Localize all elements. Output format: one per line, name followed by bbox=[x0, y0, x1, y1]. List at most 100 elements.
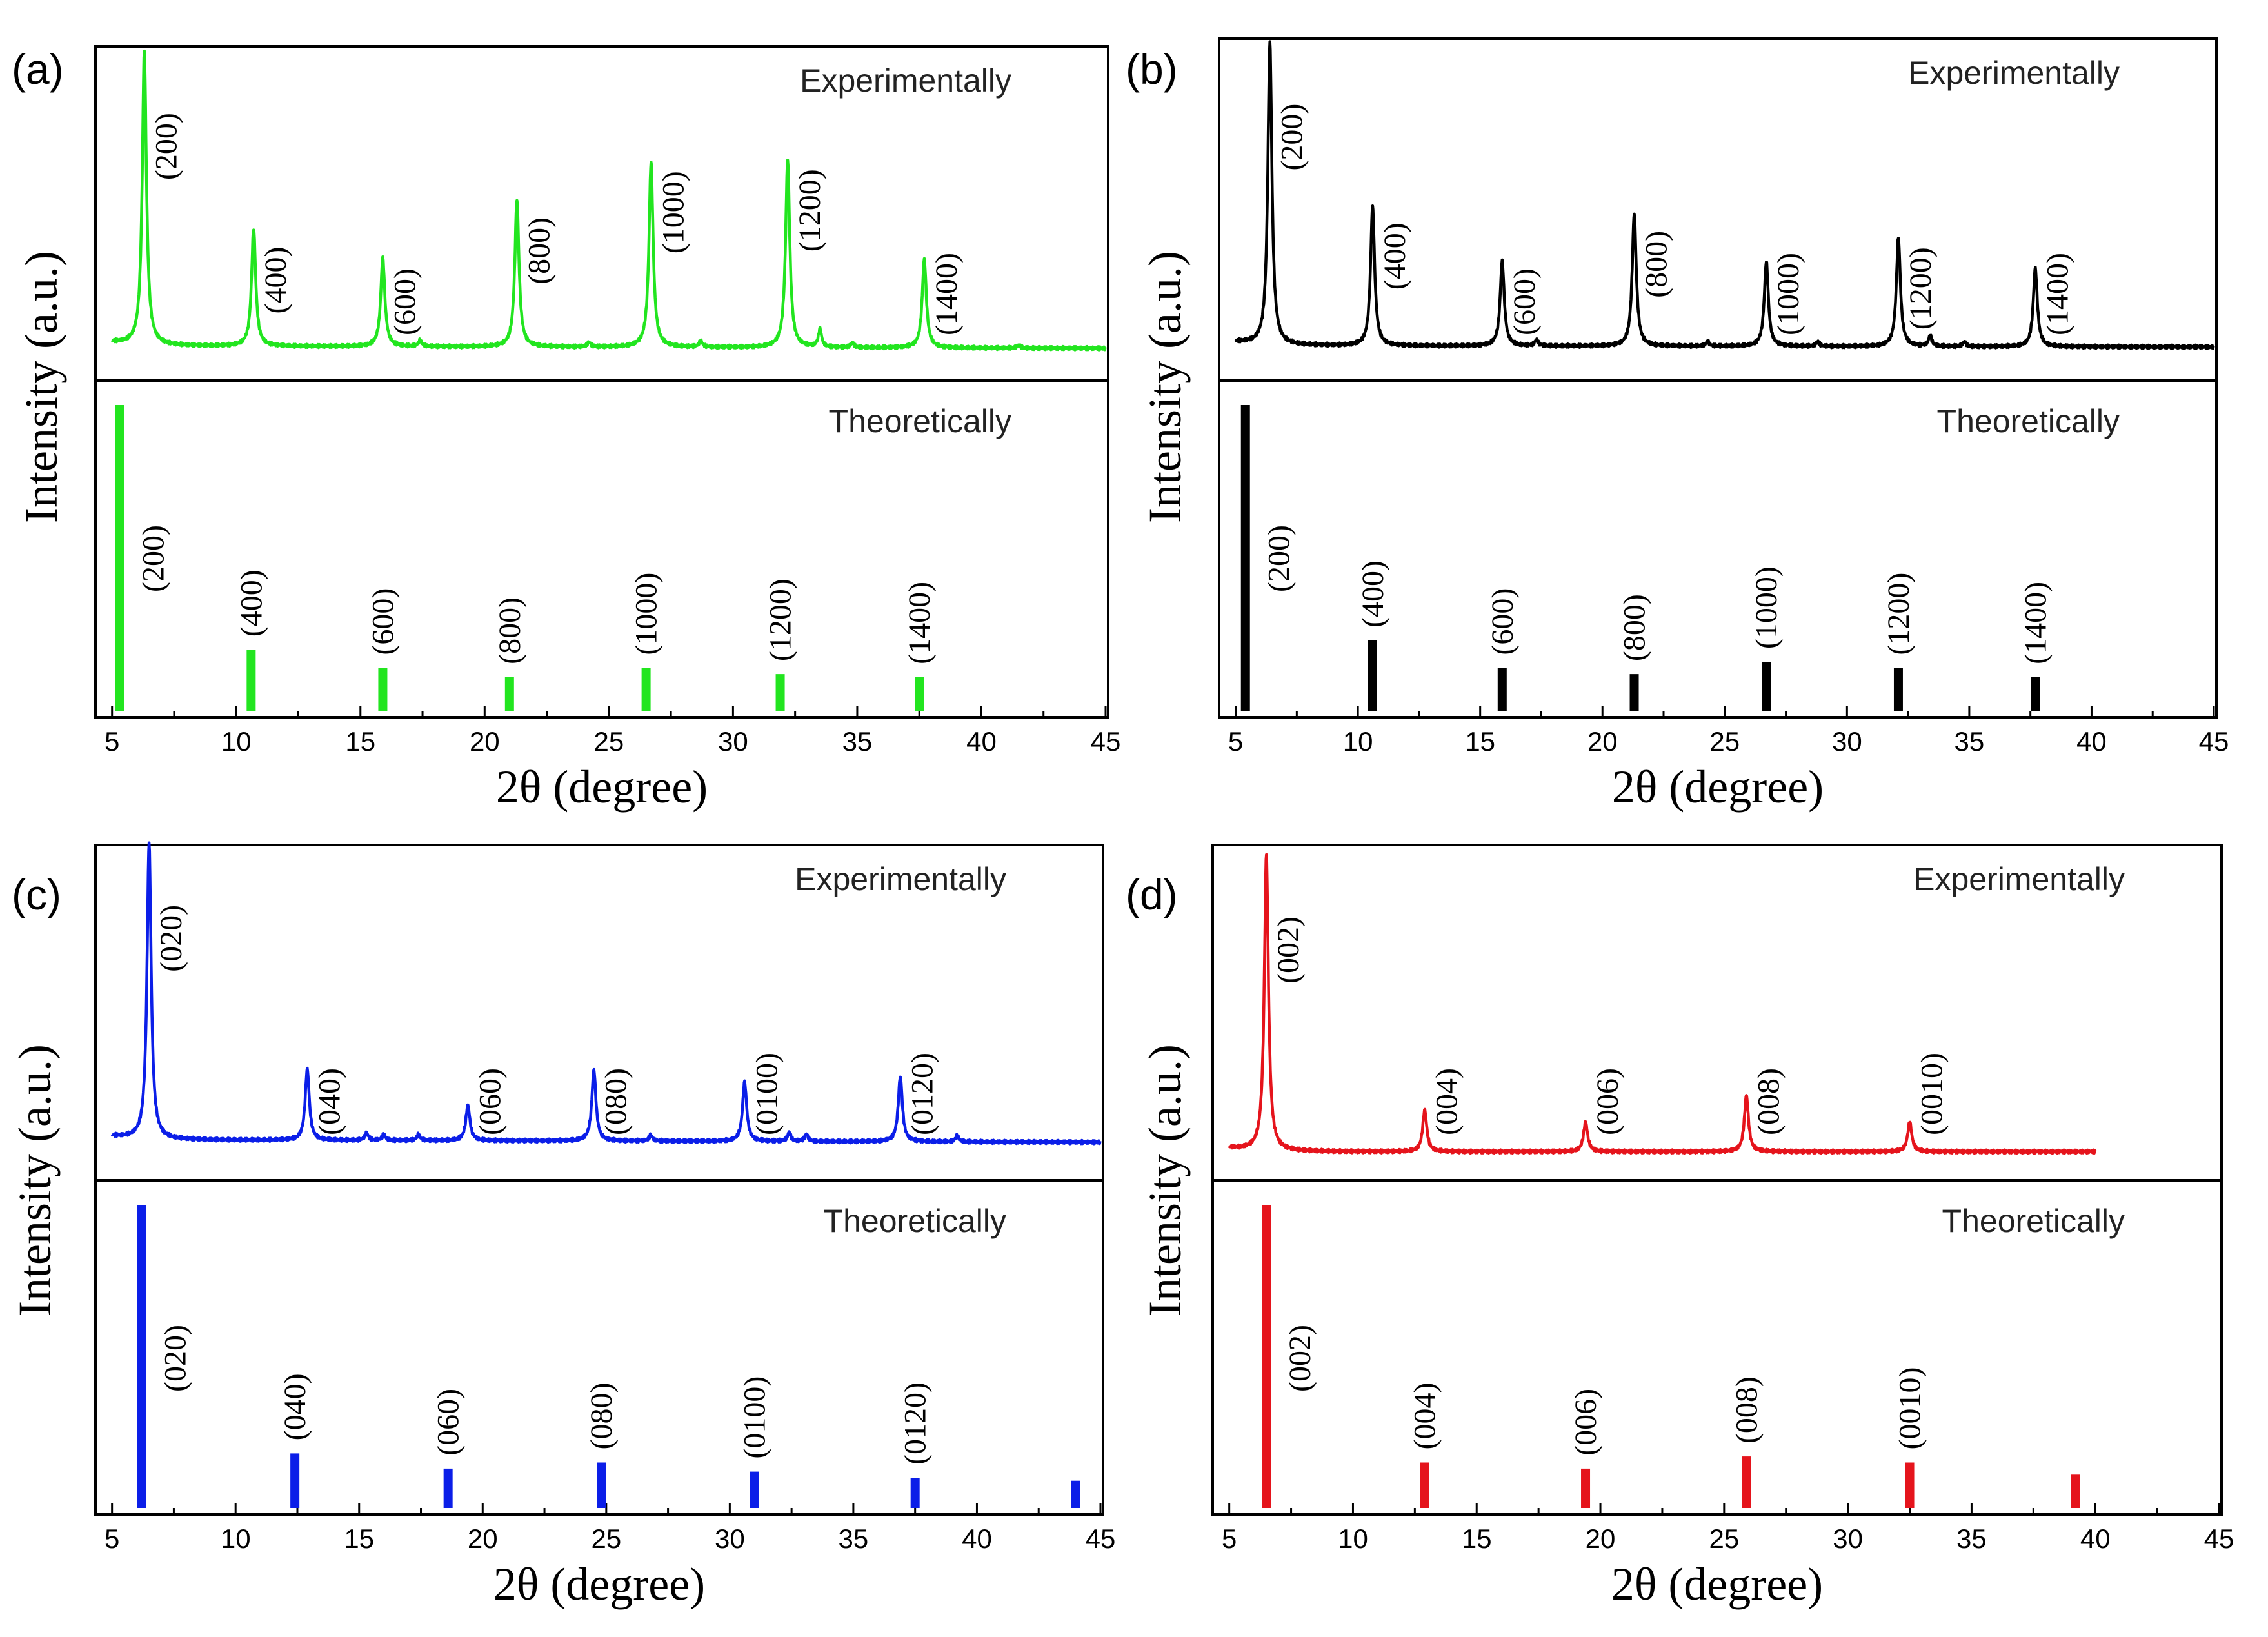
panel-a-x-tick-label: 10 bbox=[221, 726, 252, 757]
panel-b-x-tick-label: 20 bbox=[1587, 726, 1618, 757]
panel-d-theoretical-bar bbox=[2071, 1474, 2080, 1508]
panel-a-y-axis-title: Intensity (a.u.) bbox=[15, 251, 67, 523]
panel-c-experimental-hkl-label: (080) bbox=[599, 1068, 633, 1135]
panel-b-theoretical-hkl-label: (800) bbox=[1618, 594, 1652, 661]
panel-c-theoretical-bar bbox=[443, 1468, 453, 1508]
panel-d-theoretical-bar bbox=[1262, 1205, 1271, 1508]
panel-a-x-tick-label: 45 bbox=[1091, 726, 1121, 757]
panel-b-y-axis-title: Intensity (a.u.) bbox=[1139, 251, 1191, 523]
panel-c-x-tick-label: 30 bbox=[715, 1523, 745, 1554]
panel-c-x-tick-label: 15 bbox=[344, 1523, 374, 1554]
panel-c-x-axis-title: 2θ (degree) bbox=[493, 1558, 705, 1610]
panel-a-x-tick-label: 15 bbox=[345, 726, 375, 757]
panel-b-x-tick-label: 35 bbox=[1955, 726, 1985, 757]
panel-a-x-tick-label: 5 bbox=[104, 726, 119, 757]
panel-c-experimental-hkl-label: (040) bbox=[312, 1068, 346, 1135]
panel-d-theoretical-hkl-label: (008) bbox=[1729, 1376, 1764, 1444]
panel-d-experimental-hkl-label: (0010) bbox=[1915, 1053, 1949, 1135]
panel-d-experimental-hkl-label: (006) bbox=[1591, 1068, 1625, 1135]
panel-b-x-axis-title: 2θ (degree) bbox=[1612, 761, 1824, 813]
panel-a-x-tick-label: 35 bbox=[842, 726, 873, 757]
panel-a-theoretical-bar bbox=[915, 677, 924, 711]
panel-d-theoretical-hkl-label: (006) bbox=[1569, 1389, 1603, 1456]
panel-a-theoretical-label: Theoretically bbox=[829, 403, 1011, 439]
panel-b-x-tick-label: 15 bbox=[1465, 726, 1495, 757]
panel-d-experimental-line bbox=[1228, 853, 2097, 1155]
panel-b-theoretical-bar bbox=[1240, 405, 1250, 711]
panel-d-x-tick-label: 35 bbox=[1956, 1523, 1987, 1554]
panel-b-experimental-hkl-label: (400) bbox=[1378, 223, 1412, 290]
panel-b-theoretical-bar bbox=[1497, 668, 1507, 711]
panel-c-x-tick-label: 35 bbox=[839, 1523, 869, 1554]
panel-c-experimental-hkl-label: (0120) bbox=[906, 1053, 940, 1135]
panel-d-x-tick-label: 5 bbox=[1222, 1523, 1237, 1554]
panel-a-theoretical-bar bbox=[504, 677, 514, 711]
panel-c-experimental-hkl-label: (020) bbox=[154, 905, 188, 972]
panel-b-x-tick-label: 40 bbox=[2076, 726, 2107, 757]
panel-b-experimental-hkl-label: (800) bbox=[1640, 231, 1674, 298]
panel-b-experimental-hkl-label: (1400) bbox=[2040, 253, 2074, 335]
panel-b-x-tick-label: 45 bbox=[2199, 726, 2229, 757]
panel-d-experimental-hkl-label: (004) bbox=[1430, 1068, 1464, 1135]
panel-b-x-tick-label: 30 bbox=[1832, 726, 1862, 757]
panel-a-label: (a) bbox=[12, 45, 64, 93]
panel-d: (d) Intensity (a.u.) 5 10 15 20 25 30 35 40 45 2θ (… bbox=[1126, 844, 2234, 1610]
panel-c: (c) Intensity (a.u.) 5 10 15 20 25 30 35 40 45 2θ (… bbox=[9, 841, 1116, 1610]
panel-c-theoretical-bar bbox=[1071, 1480, 1080, 1508]
panel-a-experimental-hkl-label: (1400) bbox=[930, 253, 964, 335]
panel-b-theoretical-hkl-label: (1200) bbox=[1882, 573, 1916, 655]
panel-b-experimental-line bbox=[1234, 40, 2215, 350]
panel-c-x-tick-label: 5 bbox=[104, 1523, 119, 1554]
panel-a-experimental-hkl-label: (200) bbox=[150, 113, 184, 180]
panel-a-theoretical-hkl-label: (600) bbox=[366, 588, 400, 655]
panel-a-x-tick-label: 20 bbox=[470, 726, 500, 757]
panel-b-theoretical-hkl-label: (400) bbox=[1356, 561, 1390, 628]
panel-a-experimental-hkl-label: (800) bbox=[522, 217, 556, 284]
panel-a-theoretical-hkl-label: (400) bbox=[234, 570, 268, 637]
panel-a-theoretical-hkl-label: (800) bbox=[493, 597, 527, 664]
panel-a-theoretical-hkl-label: (1000) bbox=[630, 573, 664, 655]
panel-b-x-tick-label: 10 bbox=[1343, 726, 1373, 757]
panel-a-theoretical-hkl-label: (1200) bbox=[764, 579, 798, 661]
panel-c-theoretical-hkl-label: (0120) bbox=[899, 1382, 933, 1465]
panel-b-experimental-hkl-label: (1000) bbox=[1771, 253, 1805, 335]
panel-b-x-tick-label: 5 bbox=[1228, 726, 1243, 757]
panel-d-experimental-hkl-label: (002) bbox=[1271, 917, 1306, 984]
panel-d-theoretical-hkl-label: (0010) bbox=[1893, 1367, 1927, 1450]
panel-b-theoretical-bar bbox=[1368, 640, 1377, 711]
panel-c-x-tick-label: 20 bbox=[468, 1523, 498, 1554]
panel-b-theoretical-label: Theoretically bbox=[1937, 403, 2120, 439]
panel-a-experimental-hkl-label: (1000) bbox=[656, 171, 690, 253]
panel-d-x-tick-label: 15 bbox=[1462, 1523, 1492, 1554]
panel-a-x-axis-title: 2θ (degree) bbox=[496, 761, 708, 813]
panel-d-label: (d) bbox=[1126, 871, 1178, 918]
panel-d-experimental-hkl-label: (008) bbox=[1751, 1068, 1786, 1135]
panel-c-theoretical-bar bbox=[290, 1453, 300, 1508]
panel-a-experimental-label: Experimentally bbox=[800, 63, 1011, 99]
panel-c-x-tick-label: 45 bbox=[1086, 1523, 1116, 1554]
panel-a-experimental-hkl-label: (1200) bbox=[793, 169, 827, 252]
panel-a-x-tick-label: 40 bbox=[966, 726, 997, 757]
panel-d-experimental-label: Experimentally bbox=[1913, 861, 2125, 897]
panel-c-theoretical-hkl-label: (060) bbox=[432, 1389, 466, 1456]
panel-a-theoretical-bar bbox=[246, 650, 256, 711]
panel-b-frame bbox=[1218, 37, 2218, 719]
panel-d-x-axis-title: 2θ (degree) bbox=[1611, 1558, 1823, 1610]
panel-c-x-tick-label: 10 bbox=[221, 1523, 251, 1554]
panel-d-theoretical-bar bbox=[1581, 1468, 1591, 1508]
panel-b-label: (b) bbox=[1126, 45, 1178, 93]
panel-b-experimental-hkl-label: (1200) bbox=[1904, 247, 1938, 330]
panel-d-x-tick-label: 20 bbox=[1586, 1523, 1616, 1554]
panel-c-theoretical-label: Theoretically bbox=[824, 1203, 1006, 1239]
panel-c-theoretical-bar bbox=[597, 1462, 606, 1508]
panel-c-x-tick-label: 40 bbox=[962, 1523, 992, 1554]
panel-b-theoretical-hkl-label: (200) bbox=[1262, 525, 1297, 592]
panel-b-x-tick-label: 25 bbox=[1709, 726, 1740, 757]
panel-d-theoretical-bar bbox=[1742, 1456, 1751, 1508]
panel-c-theoretical-hkl-label: (020) bbox=[159, 1325, 193, 1392]
panel-b-theoretical-hkl-label: (1000) bbox=[1749, 566, 1784, 649]
panel-a-experimental-hkl-label: (600) bbox=[388, 268, 422, 335]
panel-d-theoretical-hkl-label: (002) bbox=[1283, 1325, 1317, 1392]
panel-a-theoretical-hkl-label: (200) bbox=[136, 525, 170, 592]
panel-a-x-tick-label: 30 bbox=[718, 726, 748, 757]
